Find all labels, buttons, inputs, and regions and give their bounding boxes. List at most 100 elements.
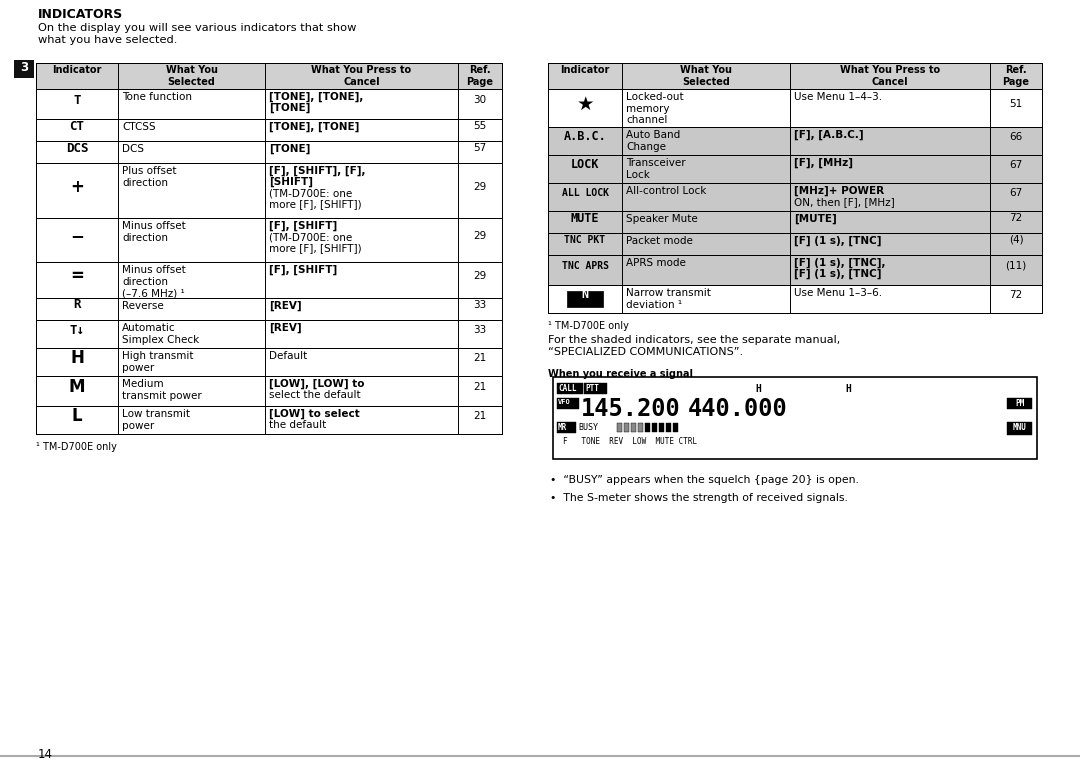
Bar [36, 298, 502, 320]
Bar [553, 377, 1037, 459]
Text: VFO: VFO [558, 399, 570, 405]
Text: H: H [845, 384, 851, 394]
Bar [36, 89, 502, 119]
Text: Indicator: Indicator [561, 65, 610, 75]
Text: [REV]: [REV] [269, 323, 301, 334]
Bar [557, 383, 583, 394]
Bar [36, 141, 502, 163]
Text: 30: 30 [473, 95, 487, 105]
Bar [548, 155, 1042, 183]
Bar [36, 119, 502, 141]
Text: CTCSS: CTCSS [122, 122, 156, 132]
Text: •  “BUSY” appears when the squelch {page 20} is open.: • “BUSY” appears when the squelch {page … [550, 475, 859, 485]
Bar [631, 423, 636, 432]
Text: Ref.
Page: Ref. Page [467, 65, 494, 87]
Text: What You
Selected: What You Selected [680, 65, 732, 87]
Text: 66: 66 [1010, 132, 1023, 142]
Text: [MUTE]: [MUTE] [794, 214, 837, 224]
Text: M: M [69, 378, 85, 396]
Text: 55: 55 [473, 121, 487, 131]
Text: 67: 67 [1010, 188, 1023, 198]
Text: F   TONE  REV  LOW  MUTE CTRL: F TONE REV LOW MUTE CTRL [563, 437, 697, 446]
Text: 33: 33 [473, 300, 487, 310]
Text: 21: 21 [473, 382, 487, 392]
Text: [REV]: [REV] [269, 301, 301, 312]
Text: N: N [581, 289, 589, 302]
Bar [1007, 398, 1032, 409]
Text: All-control Lock: All-control Lock [626, 186, 706, 196]
Text: ¹ TM-D700E only: ¹ TM-D700E only [36, 442, 117, 452]
Bar [548, 89, 1042, 127]
Text: Default: Default [269, 351, 307, 361]
Text: L: L [71, 407, 82, 425]
Bar [652, 423, 657, 432]
Text: MNU: MNU [1013, 423, 1027, 432]
Text: [TONE], [TONE]: [TONE], [TONE] [269, 122, 360, 132]
Text: −: − [70, 227, 84, 245]
Text: CT: CT [69, 119, 84, 132]
Bar [36, 376, 502, 406]
Text: H: H [755, 384, 761, 394]
Text: INDICATORS: INDICATORS [38, 8, 123, 21]
Text: PM: PM [1015, 399, 1025, 408]
Text: T: T [73, 93, 81, 106]
Text: MUTE: MUTE [570, 211, 599, 224]
Bar [36, 63, 502, 89]
Text: [F], [SHIFT]: [F], [SHIFT] [269, 221, 337, 231]
Text: [TONE]: [TONE] [269, 144, 310, 154]
Text: [F], [MHz]: [F], [MHz] [794, 158, 853, 168]
Text: What You Press to
Cancel: What You Press to Cancel [311, 65, 411, 87]
Bar [638, 423, 643, 432]
Text: TNC PKT: TNC PKT [565, 235, 606, 245]
Text: TNC APRS: TNC APRS [562, 261, 608, 271]
Text: (TM-D700E: one: (TM-D700E: one [269, 232, 352, 242]
Text: APRS mode: APRS mode [626, 258, 686, 268]
Text: T↓: T↓ [69, 324, 84, 337]
Text: 67: 67 [1010, 160, 1023, 170]
Text: Packet mode: Packet mode [626, 236, 693, 246]
Bar [36, 320, 502, 348]
Text: [F] (1 s), [TNC],: [F] (1 s), [TNC], [794, 258, 886, 268]
Bar [624, 423, 629, 432]
Text: Minus offset
direction: Minus offset direction [122, 221, 186, 242]
Bar [548, 211, 1042, 233]
Text: [F], [A.B.C.]: [F], [A.B.C.] [794, 130, 864, 141]
Bar [659, 423, 664, 432]
Text: What You Press to
Cancel: What You Press to Cancel [840, 65, 940, 87]
Text: 29: 29 [473, 271, 487, 281]
Text: Locked-out
memory
channel: Locked-out memory channel [626, 92, 684, 125]
Text: [F], [SHIFT], [F],: [F], [SHIFT], [F], [269, 166, 365, 176]
Text: ON, then [F], [MHz]: ON, then [F], [MHz] [794, 197, 894, 207]
Text: [MHz]+ POWER: [MHz]+ POWER [794, 186, 885, 196]
Text: On the display you will see various indicators that show
what you have selected.: On the display you will see various indi… [38, 23, 356, 45]
Text: [F] (1 s), [TNC]: [F] (1 s), [TNC] [794, 236, 881, 246]
Bar [645, 423, 650, 432]
Bar [557, 398, 579, 409]
Text: Ref.
Page: Ref. Page [1002, 65, 1029, 87]
Text: Low transmit
power: Low transmit power [122, 409, 190, 431]
Text: [F] (1 s), [TNC]: [F] (1 s), [TNC] [794, 269, 881, 279]
Text: CALL: CALL [558, 384, 577, 393]
Bar [548, 255, 1042, 285]
Text: 33: 33 [473, 325, 487, 335]
Text: LOCK: LOCK [570, 159, 599, 172]
Text: 21: 21 [473, 353, 487, 363]
Text: ALL LOCK: ALL LOCK [562, 188, 608, 198]
Text: Automatic
Simplex Check: Automatic Simplex Check [122, 323, 199, 344]
Text: 72: 72 [1010, 213, 1023, 223]
Bar [1007, 422, 1032, 435]
Text: (11): (11) [1005, 261, 1027, 271]
Bar [36, 348, 502, 376]
Bar [567, 291, 603, 307]
Text: When you receive a signal: When you receive a signal [548, 369, 693, 379]
Text: Use Menu 1–3–6.: Use Menu 1–3–6. [794, 288, 882, 298]
Bar [14, 60, 33, 78]
Text: 21: 21 [473, 411, 487, 421]
Bar [36, 262, 502, 298]
Text: MR: MR [558, 423, 567, 432]
Text: High transmit
power: High transmit power [122, 351, 193, 372]
Text: 51: 51 [1010, 99, 1023, 109]
Bar [584, 383, 607, 394]
Text: ¹ TM-D700E only: ¹ TM-D700E only [548, 321, 629, 331]
Text: 29: 29 [473, 231, 487, 241]
